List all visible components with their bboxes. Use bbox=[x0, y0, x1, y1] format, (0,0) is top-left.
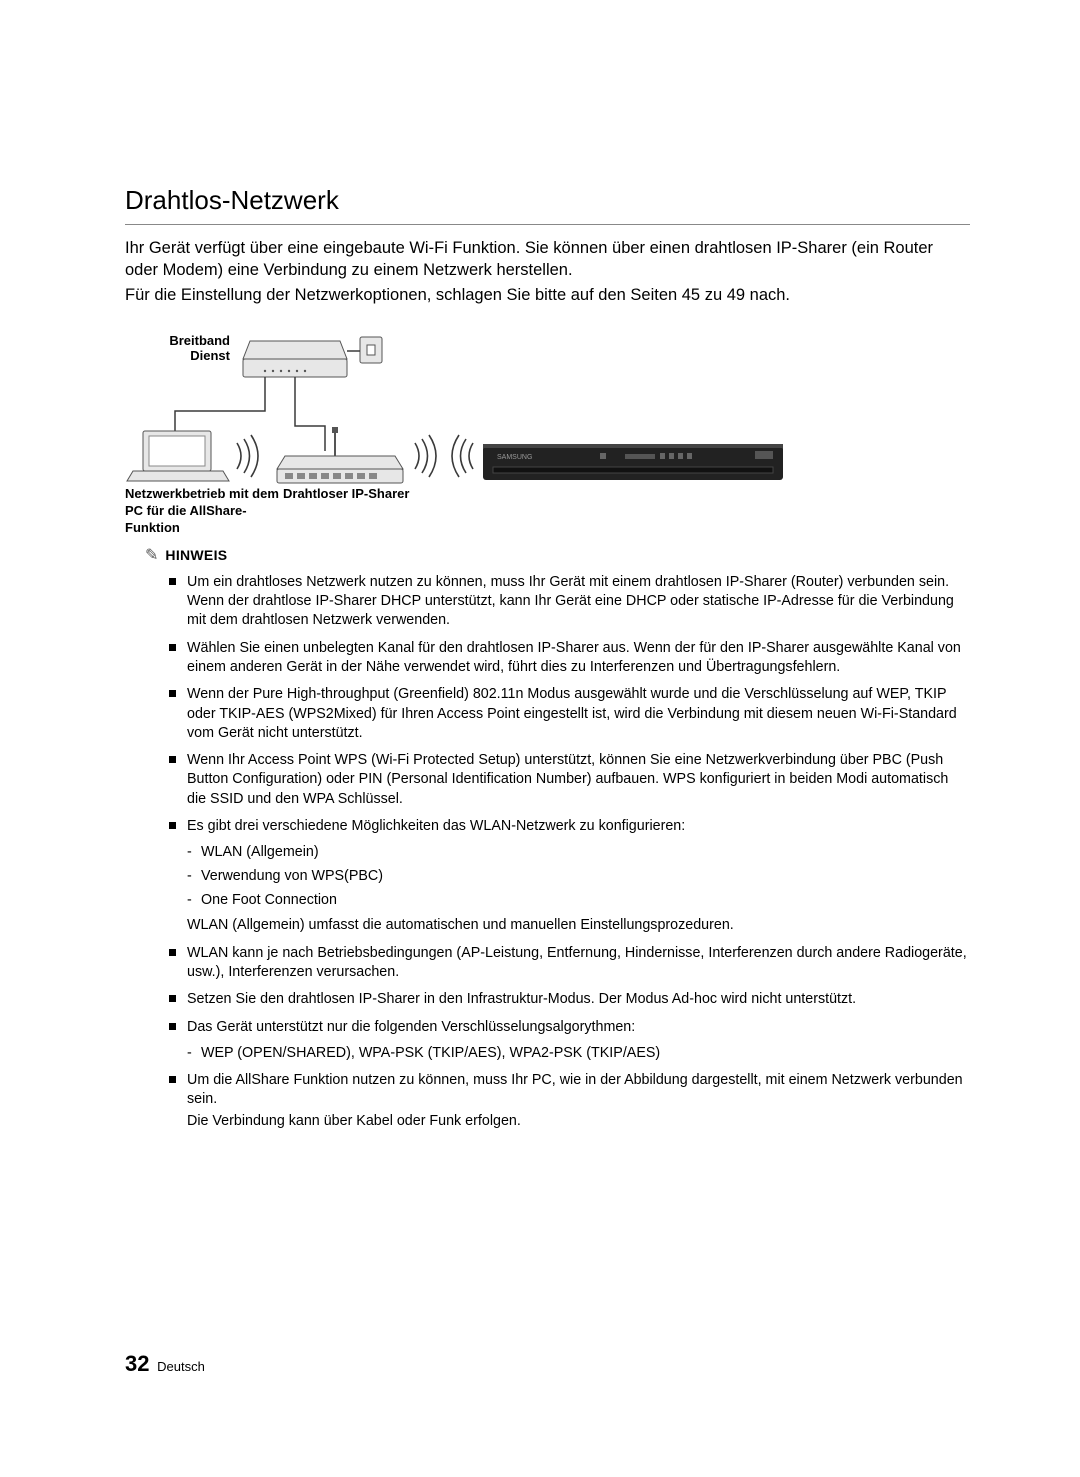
wall-plate-icon bbox=[360, 337, 382, 363]
hinweis-label: HINWEIS bbox=[165, 547, 227, 563]
note-item: Es gibt drei verschiedene Möglichkeiten … bbox=[169, 817, 970, 936]
laptop-icon bbox=[127, 431, 229, 481]
page-footer: 32 Deutsch bbox=[125, 1351, 205, 1377]
note-item: Setzen Sie den drahtlosen IP-Sharer in d… bbox=[169, 990, 970, 1009]
subnotes-list: WEP (OPEN/SHARED), WPA-PSK (TKIP/AES), W… bbox=[187, 1043, 970, 1063]
network-diagram: Breitband Dienst bbox=[125, 331, 805, 531]
note-text: Wenn Ihr Access Point WPS (Wi-Fi Protect… bbox=[187, 752, 948, 807]
svg-text:SAMSUNG: SAMSUNG bbox=[497, 454, 532, 461]
hinweis-heading: ✎ HINWEIS bbox=[145, 545, 970, 565]
note-icon: ✎ bbox=[145, 545, 158, 565]
note-text: Das Gerät unterstützt nur die folgenden … bbox=[187, 1019, 635, 1035]
note-text: Wenn der Pure High-throughput (Greenfiel… bbox=[187, 686, 957, 741]
note-item: Wählen Sie einen unbelegten Kanal für de… bbox=[169, 639, 970, 678]
note-text: Setzen Sie den drahtlosen IP-Sharer in d… bbox=[187, 991, 856, 1007]
wifi-waves-icon bbox=[415, 435, 436, 477]
note-item: Das Gerät unterstützt nur die folgenden … bbox=[169, 1018, 970, 1063]
subnotes-list: WLAN (Allgemein) Verwendung von WPS(PBC)… bbox=[187, 842, 970, 910]
wifi-waves-icon bbox=[237, 435, 258, 477]
router-icon bbox=[277, 427, 403, 483]
note-after: WLAN (Allgemein) umfasst die automatisch… bbox=[187, 916, 970, 935]
note-text: Um die AllShare Funktion nutzen zu könne… bbox=[187, 1072, 963, 1107]
note-after: Die Verbindung kann über Kabel oder Funk… bbox=[187, 1112, 970, 1131]
page-number: 32 bbox=[125, 1351, 149, 1376]
intro-p1: Ihr Gerät verfügt über eine eingebaute W… bbox=[125, 237, 970, 282]
note-item: WLAN kann je nach Betriebsbedingungen (A… bbox=[169, 944, 970, 983]
note-text: Wählen Sie einen unbelegten Kanal für de… bbox=[187, 640, 961, 675]
pc-caption: Netzwerkbetrieb mit dem PC für die AllSh… bbox=[125, 486, 280, 537]
subnote-item: Verwendung von WPS(PBC) bbox=[187, 866, 970, 886]
note-item: Wenn Ihr Access Point WPS (Wi-Fi Protect… bbox=[169, 751, 970, 809]
subnote-item: One Foot Connection bbox=[187, 890, 970, 910]
player-device-icon: SAMSUNG bbox=[483, 444, 783, 480]
note-item: Wenn der Pure High-throughput (Greenfiel… bbox=[169, 685, 970, 743]
notes-list: Um ein drahtloses Netzwerk nutzen zu kön… bbox=[169, 573, 970, 1131]
router-caption: Drahtloser IP-Sharer bbox=[283, 486, 409, 503]
page-lang: Deutsch bbox=[157, 1359, 205, 1374]
wifi-waves-icon bbox=[452, 435, 473, 477]
section-title: Drahtlos-Netzwerk bbox=[125, 185, 970, 225]
intro-p2: Für die Einstellung der Netzwerkoptionen… bbox=[125, 284, 970, 306]
intro-block: Ihr Gerät verfügt über eine eingebaute W… bbox=[125, 237, 970, 306]
subnote-item: WLAN (Allgemein) bbox=[187, 842, 970, 862]
note-text: WLAN kann je nach Betriebsbedingungen (A… bbox=[187, 945, 967, 980]
note-text: Es gibt drei verschiedene Möglichkeiten … bbox=[187, 818, 685, 834]
modem-icon bbox=[243, 341, 347, 377]
subnote-item: WEP (OPEN/SHARED), WPA-PSK (TKIP/AES), W… bbox=[187, 1043, 970, 1063]
note-item: Um die AllShare Funktion nutzen zu könne… bbox=[169, 1071, 970, 1131]
note-item: Um ein drahtloses Netzwerk nutzen zu kön… bbox=[169, 573, 970, 631]
diagram-svg: SAMSUNG bbox=[125, 331, 805, 501]
note-text: Um ein drahtloses Netzwerk nutzen zu kön… bbox=[187, 574, 954, 629]
